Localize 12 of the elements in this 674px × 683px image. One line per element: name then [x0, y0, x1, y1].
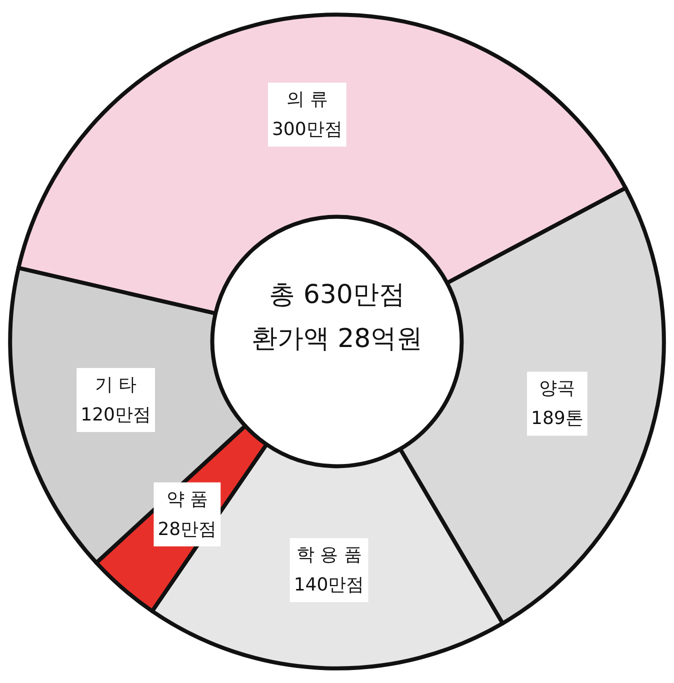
slice-label: 약 품	[166, 488, 208, 510]
data-label: 140만점	[294, 574, 364, 596]
data-label: 189톤	[530, 408, 584, 430]
text: 환가액 28억원	[251, 324, 423, 354]
slice-label: 기 타	[94, 374, 137, 396]
slice-label: 의 류	[286, 89, 328, 110]
data-label: 120만점	[80, 404, 151, 426]
slice-label: 양곡	[539, 378, 576, 400]
data-label: 300만점	[272, 119, 342, 140]
data-label: 28만점	[158, 518, 217, 540]
slice-label: 학 용 품	[296, 544, 362, 566]
text: 총 630만점	[269, 280, 405, 310]
